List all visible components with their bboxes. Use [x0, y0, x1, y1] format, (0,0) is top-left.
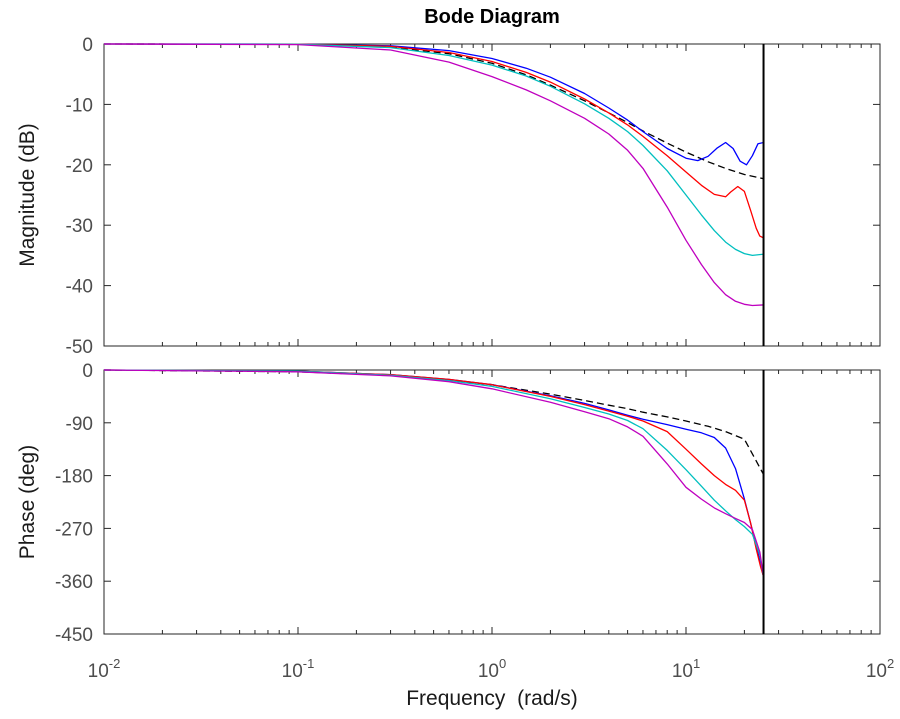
y-tick-label: -10 — [66, 95, 93, 116]
chart-title: Bode Diagram — [424, 6, 560, 28]
y-tick-label: -40 — [66, 277, 93, 298]
x-tick-label: 10-1 — [282, 656, 315, 682]
x-tick-label: 100 — [478, 656, 506, 682]
red-series-line — [103, 369, 765, 577]
phase-plot-area — [103, 369, 881, 635]
blue-series-line — [103, 43, 764, 166]
dashed-series-line — [103, 369, 765, 475]
phase-panel: 0 -90 -180 -270 -360 -450 Phase (deg) — [16, 361, 881, 646]
y-tick-label: -90 — [66, 414, 93, 435]
magnitude-panel: 0 -10 -20 -30 -40 -50 Magnitude (dB) — [16, 35, 881, 358]
y-tick-label: 0 — [82, 361, 93, 382]
y-tick-label: 0 — [82, 35, 93, 56]
magnitude-y-axis-title: Magnitude (dB) — [16, 123, 39, 267]
phase-y-axis-title: Phase (deg) — [16, 445, 39, 559]
y-tick-label: -270 — [55, 519, 93, 540]
magnitude-plot-area — [103, 43, 881, 347]
y-tick-label: -450 — [55, 625, 93, 646]
dashed-series-line — [103, 43, 764, 180]
red-series-line — [103, 43, 764, 239]
y-tick-label: -180 — [55, 467, 93, 488]
x-tick-label: 102 — [866, 656, 894, 682]
y-tick-label: -20 — [66, 156, 93, 177]
y-tick-label: -360 — [55, 572, 93, 593]
y-tick-label: -30 — [66, 216, 93, 237]
magenta-series-line — [103, 43, 764, 307]
x-tick-label: 101 — [672, 656, 700, 682]
x-tick-labels: 10-2 10-1 100 101 102 — [88, 656, 895, 682]
cyan-series-line — [103, 43, 764, 257]
x-tick-label: 10-2 — [88, 656, 121, 682]
x-axis-title: Frequency (rad/s) — [406, 687, 578, 710]
cyan-series-line — [103, 369, 765, 577]
y-tick-label: -50 — [66, 337, 93, 358]
magenta-series-line — [103, 369, 765, 577]
